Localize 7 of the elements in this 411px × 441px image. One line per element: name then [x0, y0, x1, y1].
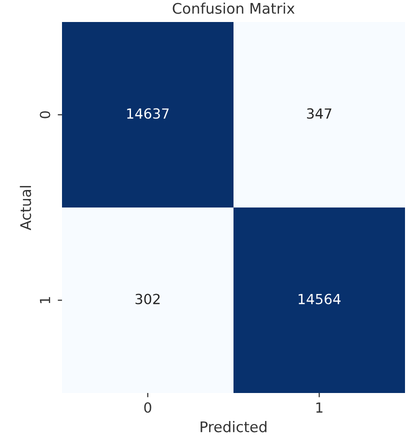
data-label: 347: [307, 108, 332, 119]
x-axis-title: Predicted: [200, 421, 266, 432]
data-label: 302: [136, 294, 160, 304]
chart-title: Confusion Matrix: [172, 2, 295, 14]
data-label: 14637: [127, 108, 169, 119]
y-axis-title: Actual: [20, 186, 32, 230]
data-label: 14564: [298, 294, 341, 304]
